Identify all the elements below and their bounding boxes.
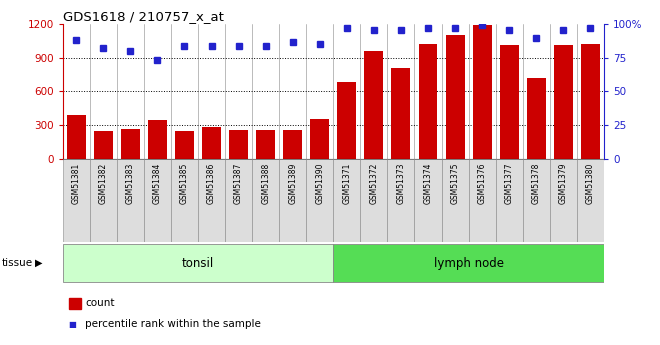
Bar (418, 44, 438, 159)
Bar (527, 78, 546, 159)
Bar (279, 159, 306, 242)
Bar (94, 131, 113, 159)
Bar (171, 159, 198, 242)
Bar (364, 51, 383, 159)
Text: GSM51379: GSM51379 (559, 163, 568, 204)
Text: GSM51385: GSM51385 (180, 163, 189, 204)
Bar (333, 244, 604, 283)
Text: GSM51381: GSM51381 (72, 163, 81, 204)
Text: GSM51378: GSM51378 (532, 163, 541, 204)
Bar (225, 159, 252, 242)
Bar (469, 159, 496, 242)
Bar (148, 120, 167, 159)
Text: tonsil: tonsil (182, 257, 214, 269)
Text: count: count (85, 298, 115, 308)
Text: tissue: tissue (1, 258, 32, 268)
Bar (554, 46, 573, 159)
Bar (90, 159, 117, 242)
Bar (442, 159, 469, 242)
Bar (202, 127, 221, 159)
Bar (523, 159, 550, 242)
Text: lymph node: lymph node (434, 257, 504, 269)
Text: GSM51387: GSM51387 (234, 163, 243, 204)
Bar (63, 244, 333, 283)
Text: GSM51376: GSM51376 (478, 163, 486, 204)
Text: GSM51382: GSM51382 (99, 163, 108, 204)
Text: GSM51389: GSM51389 (288, 163, 297, 204)
Bar (581, 44, 600, 159)
Text: percentile rank within the sample: percentile rank within the sample (85, 319, 261, 329)
Bar (306, 159, 333, 242)
Bar (446, 35, 465, 159)
Bar (550, 159, 577, 242)
Bar (256, 130, 275, 159)
Text: GSM51390: GSM51390 (315, 163, 324, 204)
Bar (337, 82, 356, 159)
Bar (175, 131, 194, 159)
Text: GSM51373: GSM51373 (397, 163, 405, 204)
Text: GSM51377: GSM51377 (505, 163, 513, 204)
Bar (117, 159, 144, 242)
Bar (310, 119, 329, 159)
Bar (283, 129, 302, 159)
Text: GSM51372: GSM51372 (370, 163, 378, 204)
Bar (198, 159, 225, 242)
Bar (391, 68, 411, 159)
Text: GSM51371: GSM51371 (343, 163, 351, 204)
Text: GSM51388: GSM51388 (261, 163, 270, 204)
Text: ▶: ▶ (34, 258, 42, 268)
Text: GSM51383: GSM51383 (126, 163, 135, 204)
Text: GSM51386: GSM51386 (207, 163, 216, 204)
Bar (333, 159, 360, 242)
Bar (144, 159, 171, 242)
Bar (473, 25, 492, 159)
Bar (360, 159, 387, 242)
Text: GSM51380: GSM51380 (586, 163, 595, 204)
Bar (63, 159, 90, 242)
Bar (500, 46, 519, 159)
Text: GSM51375: GSM51375 (451, 163, 459, 204)
Text: ■: ■ (69, 320, 77, 329)
Bar (252, 159, 279, 242)
Bar (387, 159, 414, 242)
Text: GSM51384: GSM51384 (153, 163, 162, 204)
Bar (229, 129, 248, 159)
Bar (577, 159, 604, 242)
Bar (496, 159, 523, 242)
Bar (414, 159, 442, 242)
Text: GDS1618 / 210757_x_at: GDS1618 / 210757_x_at (63, 10, 224, 23)
Bar (67, 115, 86, 159)
Text: GSM51374: GSM51374 (424, 163, 432, 204)
Bar (121, 129, 140, 159)
